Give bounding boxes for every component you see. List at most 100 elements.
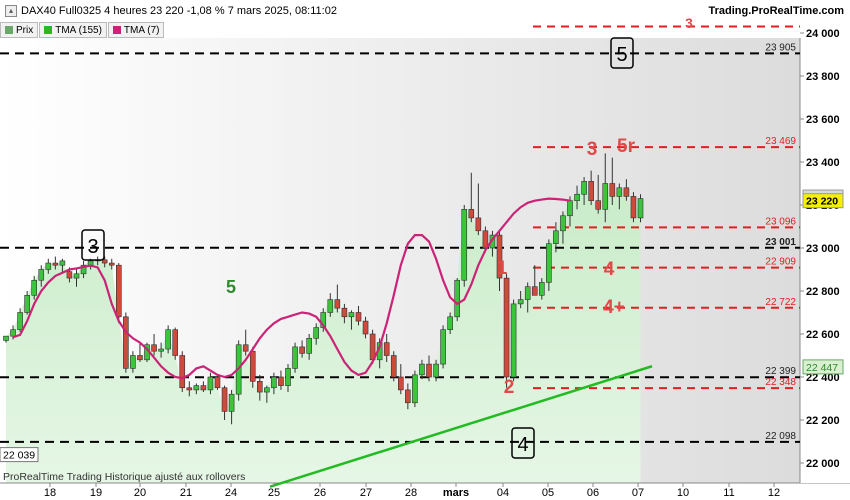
candle [475, 217, 482, 232]
candle [355, 312, 362, 322]
candle [179, 355, 186, 389]
candle [602, 183, 609, 210]
x-tick-label: 25 [268, 487, 280, 499]
candle [574, 193, 580, 201]
wave-label: 3 [685, 15, 693, 31]
candle [123, 316, 129, 369]
candle [73, 273, 80, 279]
candle [531, 286, 538, 296]
candle [553, 230, 559, 245]
candle [249, 350, 256, 382]
wave-label: 3 [587, 139, 598, 160]
candle [496, 234, 503, 279]
candle [228, 393, 235, 412]
x-axis-strip [0, 483, 850, 500]
y-tick-label: 23 600 [806, 114, 840, 126]
candle [362, 320, 369, 335]
level-label: 22 098 [765, 431, 796, 442]
candle [524, 286, 531, 300]
candle [130, 355, 136, 369]
wave-label: 1 [497, 258, 508, 279]
wave-label: 5 [226, 277, 236, 297]
candle [630, 196, 637, 219]
candle [440, 329, 446, 365]
legend-label: TMA (155) [55, 24, 102, 36]
x-tick-label: 20 [134, 487, 146, 499]
y-tick-label: 22 200 [806, 415, 840, 427]
candle [341, 307, 348, 318]
legend-item[interactable]: Prix [0, 22, 39, 38]
x-tick-label: 21 [180, 487, 192, 499]
candle [517, 299, 524, 305]
candle [264, 387, 270, 393]
legend: Prix TMA (155) TMA (7) [0, 22, 165, 38]
candle [426, 363, 432, 378]
wave-label: 3 [87, 236, 98, 258]
candle [405, 389, 411, 404]
x-tick-label: 05 [542, 487, 554, 499]
candle [214, 376, 221, 389]
price-box-label: 22 039 [3, 450, 35, 462]
x-tick-label: 19 [90, 487, 102, 499]
price-box [802, 359, 844, 375]
candle [116, 264, 122, 318]
candle [193, 385, 200, 391]
candle [151, 344, 157, 352]
y-tick-label: 23 800 [806, 71, 840, 83]
candle [38, 269, 45, 281]
candle [80, 264, 87, 275]
candle [3, 335, 9, 341]
y-tick-label: 22 600 [806, 329, 840, 341]
candle [468, 209, 475, 219]
candle [313, 327, 320, 339]
legend-label: Prix [16, 24, 34, 36]
candle [31, 279, 38, 296]
legend-item[interactable]: TMA (155) [39, 22, 107, 38]
candle [242, 344, 249, 352]
level-label: 23 469 [765, 136, 796, 147]
candle [588, 181, 594, 202]
wave-label: 5r [617, 136, 636, 157]
candle [45, 262, 52, 270]
x-tick-label: 06 [587, 487, 599, 499]
candle [256, 380, 263, 393]
level-label: 23 905 [765, 42, 796, 53]
wave-label: 4+ [603, 297, 625, 318]
legend-item[interactable]: TMA (7) [107, 22, 165, 38]
candle [10, 329, 16, 337]
candle [609, 183, 616, 197]
candle [292, 346, 298, 369]
price-box-label: 22 447 [806, 362, 838, 374]
y-tick-label: 24 000 [806, 28, 840, 40]
y-tick-label: 22 800 [806, 286, 840, 298]
candle [567, 200, 573, 217]
x-tick-label: 11 [723, 487, 734, 499]
level-label: 22 722 [765, 297, 796, 308]
candle [623, 187, 630, 197]
candle [52, 262, 59, 266]
level-label: 22 909 [765, 257, 796, 268]
y-axis-strip [800, 38, 850, 483]
candle [390, 355, 397, 378]
candle [306, 337, 312, 354]
wave-label: 2 [504, 377, 515, 398]
candle [327, 299, 334, 313]
candle [454, 279, 461, 318]
legend-swatch [112, 26, 121, 34]
wave-label-box [610, 37, 634, 69]
y-tick-label: 23 400 [806, 157, 840, 169]
candle [461, 209, 468, 281]
x-tick-label: mars [443, 487, 469, 499]
expand-icon[interactable]: ▴ [5, 5, 17, 17]
candle [616, 187, 623, 197]
instrument-title: DAX40 Full0325 4 heures 23 220 -1,08 % 7… [21, 5, 337, 17]
candle [285, 368, 291, 386]
candle [299, 346, 305, 354]
candle [538, 282, 545, 296]
candle [546, 243, 552, 283]
candle [66, 271, 73, 279]
candle [419, 363, 425, 376]
x-tick-label: 24 [225, 487, 237, 499]
